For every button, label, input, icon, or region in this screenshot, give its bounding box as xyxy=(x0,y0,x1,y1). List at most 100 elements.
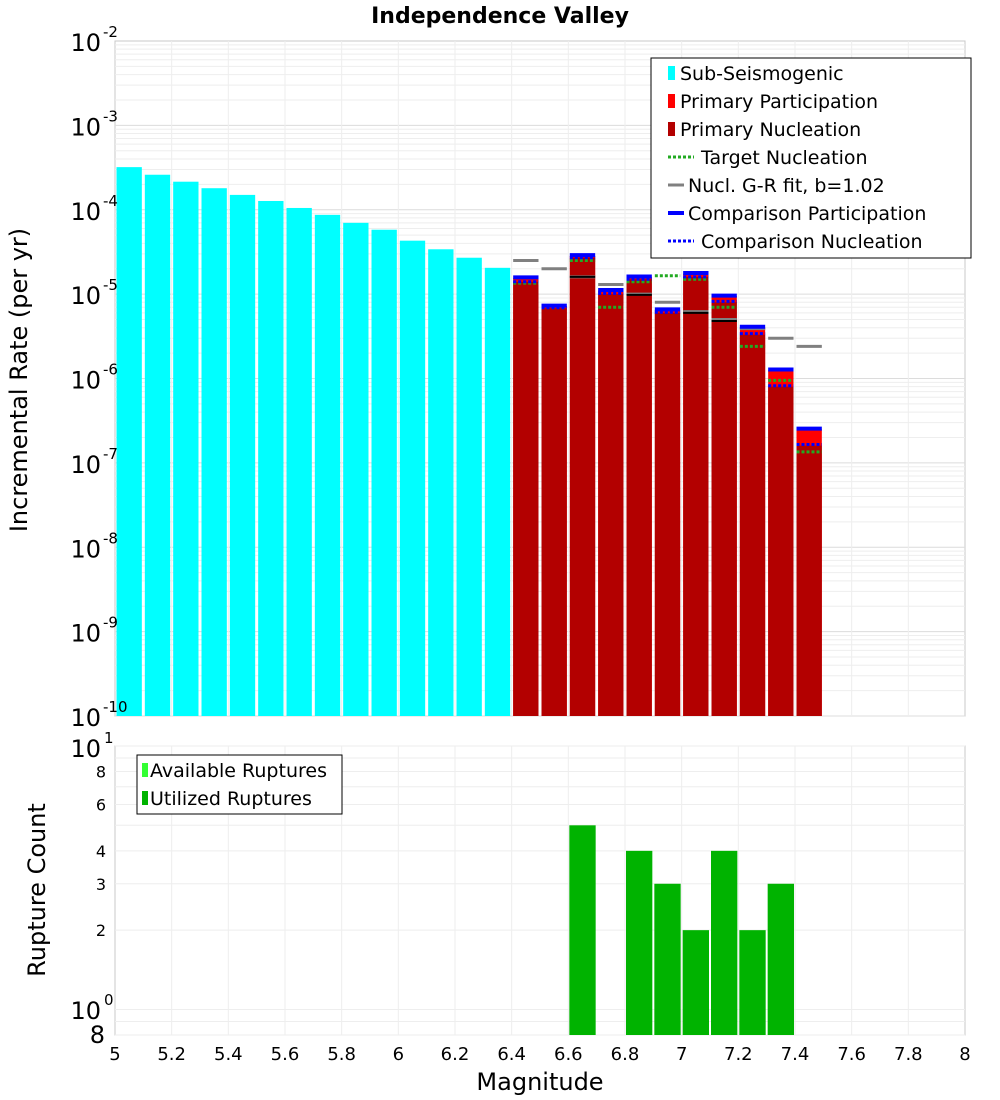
x-tick-label: 7 xyxy=(676,1044,687,1065)
legend-label: Comparison Nucleation xyxy=(701,231,923,253)
top-series-lines xyxy=(513,253,822,454)
bottom-y-tick-ten-top: 10 xyxy=(70,735,101,763)
top-y-tick-exponent: -3 xyxy=(103,107,118,125)
top-y-tick-exponent: -7 xyxy=(103,445,118,463)
utilized-ruptures-bar xyxy=(626,850,653,1035)
x-tick-label: 5.4 xyxy=(214,1044,243,1065)
sub-seismogenic-bar xyxy=(229,194,256,716)
top-y-tick-base: 10 xyxy=(70,198,101,226)
legend-swatch-bar xyxy=(142,791,148,805)
bottom-legend: Available Ruptures Utilized Ruptures xyxy=(136,754,343,815)
x-tick-label: 5 xyxy=(109,1044,120,1065)
utilized-ruptures-bar xyxy=(682,930,709,1035)
primary-nucleation-bar xyxy=(739,334,766,716)
legend-label: Target Nucleation xyxy=(700,147,868,169)
x-axis-label: Magnitude xyxy=(476,1068,603,1096)
top-plot-area: 10-210-310-410-510-610-710-810-910-10 Su… xyxy=(70,23,972,732)
bottom-y-tick-small: 8 xyxy=(96,763,106,782)
bottom-plot-area: 10 1 10 0 8 8 6 4 3 2 5 5.2 5.4 5.6 5.8 6 6.2 6.4 6.… xyxy=(70,729,970,1065)
bottom-y-axis-label: Rupture Count xyxy=(23,803,51,977)
x-tick-label: 7.6 xyxy=(837,1044,866,1065)
primary-nucleation-bar xyxy=(711,302,737,716)
x-tick-label: 7.8 xyxy=(894,1044,923,1065)
bottom-legend-box xyxy=(136,754,343,815)
sub-seismogenic-bar xyxy=(484,267,511,716)
primary-nucleation-bar xyxy=(654,312,681,716)
primary-nucleation-bar xyxy=(569,257,596,716)
legend-label: Primary Nucleation xyxy=(680,119,861,141)
x-tick-label: 6.8 xyxy=(611,1044,640,1065)
bottom-y-tick-small: 3 xyxy=(96,875,106,894)
legend-label: Sub-Seismogenic xyxy=(680,63,844,85)
sub-seismogenic-bar xyxy=(456,257,482,716)
bottom-y-tick-exp-bottom: 0 xyxy=(104,991,114,1009)
sub-seismogenic-bar xyxy=(428,249,454,716)
sub-seismogenic-bar xyxy=(371,229,397,717)
sub-seismogenic-bar xyxy=(116,167,142,716)
top-y-tick-base: 10 xyxy=(70,704,101,732)
x-tick-label: 5.2 xyxy=(157,1044,186,1065)
legend-label: Primary Participation xyxy=(680,91,878,113)
primary-nucleation-bar xyxy=(683,276,709,716)
top-y-tick-exponent: -5 xyxy=(103,276,118,294)
sub-seismogenic-bar xyxy=(144,174,171,716)
bottom-y-tick-small: 2 xyxy=(96,921,106,940)
x-tick-label: 6.2 xyxy=(441,1044,470,1065)
primary-nucleation-bar xyxy=(598,294,624,716)
x-tick-labels: 5 5.2 5.4 5.6 5.8 6 6.2 6.4 6.6 6.8 7 7.2 7.4 7.6 7.8 8 xyxy=(109,1044,970,1065)
x-tick-label: 8 xyxy=(959,1044,970,1065)
x-tick-label: 6 xyxy=(393,1044,404,1065)
utilized-ruptures-bar xyxy=(767,883,794,1035)
chart-title: Independence Valley xyxy=(371,4,629,29)
legend-swatch-bar xyxy=(668,66,675,80)
primary-nucleation-bar xyxy=(796,445,822,716)
bottom-y-tick-labels: 10 1 10 0 8 8 6 4 3 2 xyxy=(70,729,113,1049)
sub-seismogenic-bar xyxy=(314,214,341,716)
top-bars xyxy=(116,167,822,717)
primary-nucleation-bar xyxy=(513,281,539,716)
sub-seismogenic-bar xyxy=(258,200,284,716)
sub-seismogenic-bar xyxy=(286,207,312,716)
bottom-y-tick-small: 4 xyxy=(96,842,106,861)
primary-nucleation-bar xyxy=(541,308,567,716)
top-y-tick-exponent: -8 xyxy=(103,529,118,547)
top-y-tick-exponent: -6 xyxy=(103,361,118,379)
top-y-tick-exponent: -2 xyxy=(103,23,118,41)
primary-nucleation-bar xyxy=(768,386,794,716)
top-y-tick-base: 10 xyxy=(70,113,101,141)
legend-label: Nucl. G-R fit, b=1.02 xyxy=(688,175,885,197)
legend-label: Utilized Ruptures xyxy=(150,788,312,810)
bottom-y-tick-ten-bottom: 10 xyxy=(70,997,101,1025)
sub-seismogenic-bar xyxy=(201,188,227,717)
bottom-bars xyxy=(569,825,794,1035)
top-y-tick-exponent: -10 xyxy=(103,698,128,716)
legend-swatch-bar xyxy=(668,94,675,108)
x-tick-label: 5.6 xyxy=(271,1044,300,1065)
utilized-ruptures-bar xyxy=(569,825,596,1035)
top-legend-box xyxy=(650,57,972,259)
primary-nucleation-bar xyxy=(626,279,652,716)
utilized-ruptures-bar xyxy=(711,850,738,1035)
top-y-tick-base: 10 xyxy=(70,282,101,310)
x-tick-label: 7.2 xyxy=(724,1044,753,1065)
top-y-tick-base: 10 xyxy=(70,451,101,479)
x-tick-label: 6.4 xyxy=(497,1044,526,1065)
top-legend: Sub-Seismogenic Primary Participation Prim… xyxy=(650,57,972,259)
x-tick-label: 5.8 xyxy=(327,1044,356,1065)
top-y-tick-exponent: -9 xyxy=(103,614,118,632)
bottom-y-tick-small: 6 xyxy=(96,795,106,814)
sub-seismogenic-bar xyxy=(343,222,369,716)
sub-seismogenic-bar xyxy=(399,240,426,717)
x-tick-label: 7.4 xyxy=(781,1044,810,1065)
utilized-ruptures-bar xyxy=(739,930,766,1035)
top-y-tick-base: 10 xyxy=(70,535,101,563)
legend-swatch-bar xyxy=(142,763,148,777)
utilized-ruptures-bar xyxy=(654,883,681,1035)
x-tick-label: 6.6 xyxy=(554,1044,583,1065)
legend-label: Comparison Participation xyxy=(688,203,926,225)
legend-swatch-bar xyxy=(668,122,675,136)
legend-label: Available Ruptures xyxy=(150,760,327,782)
top-y-axis-label: Incremental Rate (per yr) xyxy=(5,228,33,532)
bottom-y-tick-eight-min: 8 xyxy=(90,1021,105,1049)
